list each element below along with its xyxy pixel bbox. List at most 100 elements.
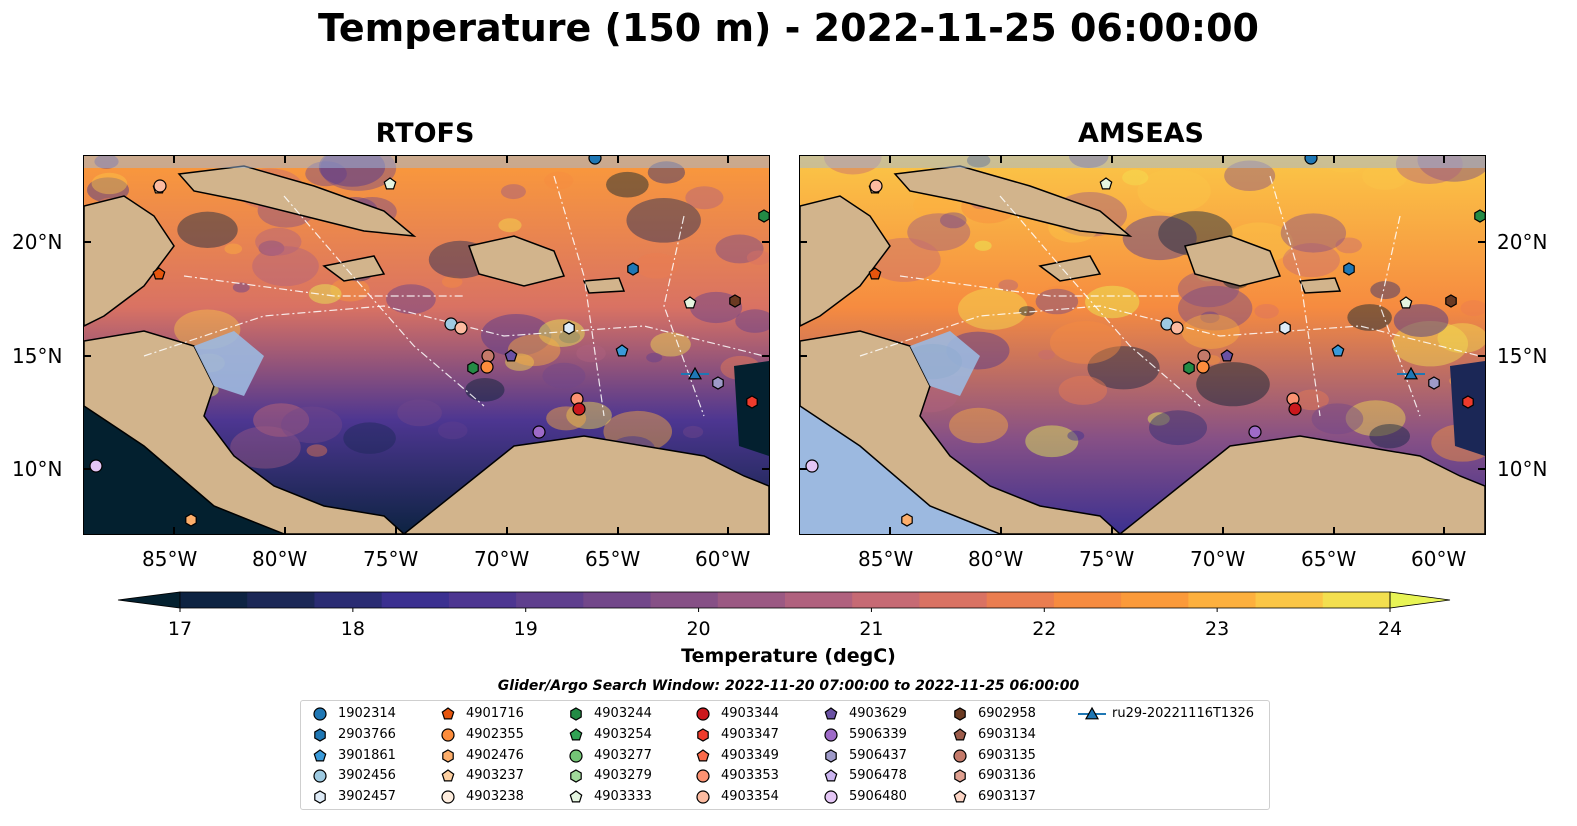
colorbar-segment	[1121, 592, 1189, 608]
temperature-field-amseas	[800, 156, 1485, 534]
colorbar-tick-label: 20	[686, 618, 710, 640]
eddy	[258, 240, 285, 257]
shallow-shelf	[910, 331, 980, 396]
legend-marker-shape	[441, 707, 455, 720]
landmass	[800, 195, 891, 327]
legend-marker	[569, 790, 583, 803]
legend-label: 4902355	[466, 726, 524, 742]
lon-label-85w: 85°W	[142, 547, 198, 571]
legend-marker-shape	[953, 790, 967, 803]
map-marker	[687, 366, 703, 380]
legend-marker	[696, 748, 710, 762]
legend-marker-shape	[825, 748, 837, 763]
legend-label: 4902476	[466, 747, 524, 763]
eddy	[1345, 400, 1406, 437]
eddy	[576, 344, 606, 363]
eddy	[1058, 375, 1108, 405]
eddy	[542, 362, 586, 389]
eez-boundary	[859, 305, 1481, 357]
eddy	[177, 211, 238, 248]
legend-marker	[1078, 706, 1106, 720]
legend-marker	[569, 748, 583, 763]
landmass	[322, 255, 386, 282]
landmass	[893, 165, 1133, 237]
map-marker	[467, 361, 479, 375]
eddy	[281, 406, 343, 444]
legend-marker-shape	[824, 790, 838, 804]
eddy	[715, 234, 764, 264]
lon-label-65w: 65°W	[585, 547, 641, 571]
eddy	[507, 334, 561, 367]
eddy	[232, 282, 250, 293]
legend-marker	[824, 707, 838, 720]
map-marker	[1343, 262, 1355, 276]
map-marker	[383, 177, 397, 190]
legend-label: 4903353	[721, 768, 779, 784]
legend-label: 6903136	[978, 768, 1036, 784]
map-marker	[152, 267, 166, 280]
lon-label-70w: 70°W	[474, 547, 530, 571]
legend-marker-shape	[441, 790, 455, 804]
map-marker	[572, 402, 586, 416]
landmass	[84, 195, 175, 327]
legend-label: 4903254	[594, 726, 652, 742]
eddy	[1460, 300, 1485, 317]
legend-label: 4901716	[466, 706, 524, 721]
eddy	[1311, 403, 1364, 435]
map-panel-amseas[interactable]	[799, 155, 1486, 535]
legend-label: 4903333	[594, 789, 652, 805]
legend-marker	[954, 769, 966, 784]
eddy	[1200, 311, 1220, 324]
legend-label: 3902456	[338, 768, 396, 784]
legend-label: 3901861	[338, 747, 396, 763]
map-marker	[481, 349, 495, 363]
legend-marker-shape	[441, 728, 455, 742]
map-marker	[868, 267, 882, 280]
eddy	[685, 186, 724, 210]
eddy	[386, 284, 436, 315]
map-marker	[1099, 177, 1113, 190]
eddy	[1067, 430, 1085, 441]
legend-marker	[697, 728, 709, 742]
map-marker	[869, 179, 883, 193]
eez-boundary	[183, 275, 464, 297]
eez-boundary	[283, 195, 485, 407]
colorbar-segment	[1322, 592, 1391, 608]
atlantic-cold-region	[1450, 361, 1485, 456]
eddy	[559, 330, 581, 344]
eddy	[1393, 304, 1449, 337]
panel-title-rtofs: RTOFS	[375, 118, 475, 149]
legend-marker-shape	[824, 707, 838, 720]
map-panel-rtofs[interactable]	[83, 155, 770, 535]
eddy	[907, 213, 971, 252]
eddy	[735, 309, 769, 333]
legend-label: 4903629	[849, 706, 907, 721]
lon-label-60w: 60°W	[1411, 547, 1467, 571]
eddy	[343, 422, 396, 454]
eddy	[1335, 237, 1362, 254]
eez-boundary	[143, 305, 765, 357]
colorbar-extend-low	[117, 591, 181, 609]
legend-marker-shape	[570, 707, 582, 721]
colorbar-segment	[381, 592, 450, 608]
eddy	[255, 227, 302, 256]
landmass	[1298, 277, 1342, 294]
shallow-shelf	[800, 156, 1485, 168]
eddy	[646, 352, 663, 363]
eddy	[606, 171, 649, 198]
lon-label-75w: 75°W	[1079, 547, 1135, 571]
eez-boundary	[999, 195, 1201, 407]
lon-label-80w: 80°W	[252, 547, 308, 571]
eddy	[1224, 160, 1276, 192]
legend-label: 6903137	[978, 789, 1036, 805]
atlantic-cold-region	[734, 361, 769, 456]
legend-label: 4903349	[721, 747, 779, 763]
eddy	[441, 275, 463, 288]
map-marker	[1462, 395, 1474, 409]
eez-boundary	[663, 215, 705, 417]
lon-label-75w: 75°W	[363, 547, 419, 571]
shallow-shelf	[84, 156, 769, 168]
map-marker	[1183, 361, 1195, 375]
map-marker	[563, 321, 575, 335]
eddy	[498, 218, 522, 233]
